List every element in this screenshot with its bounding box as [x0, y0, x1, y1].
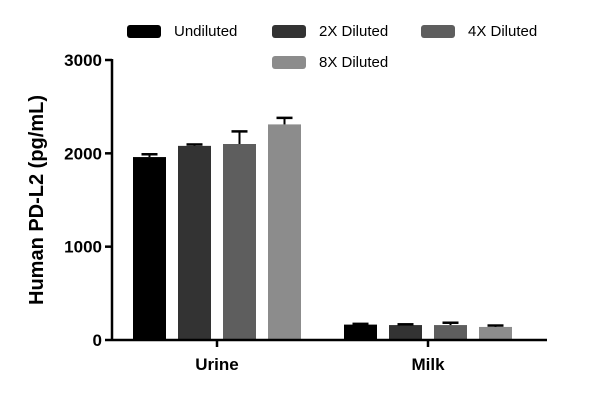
error-bars [141, 116, 504, 327]
x-ticks: Urine Milk [195, 340, 445, 374]
legend-label: 8X Diluted [319, 54, 388, 71]
y-tick-label: 1000 [64, 238, 102, 257]
x-tick-label-urine: Urine [195, 355, 238, 374]
legend-swatch [272, 25, 306, 38]
bar-milk-1 [344, 324, 377, 340]
y-tick-label: 2000 [64, 144, 102, 163]
legend: Undiluted 2X Diluted 4X Diluted 8X Diluted [127, 23, 537, 71]
bar-urine-2 [178, 145, 211, 340]
y-tick-label: 0 [93, 331, 102, 350]
bar-urine-1 [133, 157, 166, 340]
y-ticks: 0 1000 2000 3000 [64, 51, 112, 350]
legend-label: 4X Diluted [468, 23, 537, 40]
legend-swatch [272, 56, 306, 69]
bar-milk-3 [434, 325, 467, 340]
legend-swatch [127, 25, 161, 38]
bar-milk-2 [389, 325, 422, 340]
legend-label: Undiluted [174, 23, 237, 40]
x-tick-label-milk: Milk [411, 355, 445, 374]
bar-milk-4 [479, 326, 512, 340]
bar-urine-3 [223, 144, 256, 340]
bars [133, 124, 512, 341]
y-tick-label: 3000 [64, 51, 102, 70]
legend-label: 2X Diluted [319, 23, 388, 40]
legend-swatch [421, 25, 455, 38]
axes [110, 59, 547, 342]
bar-urine-4 [268, 124, 301, 341]
y-axis-title: Human PD-L2 (pg/mL) [26, 95, 48, 305]
